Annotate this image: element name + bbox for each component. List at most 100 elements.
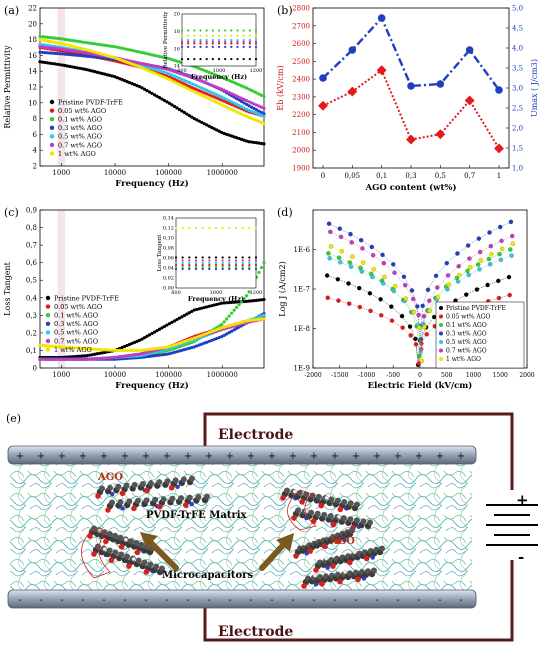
carbon-atom	[295, 507, 301, 514]
inset-data-point	[224, 34, 227, 37]
inset-data-point	[217, 38, 221, 42]
hydrogen-atom	[165, 495, 170, 500]
inset-data-point	[254, 261, 258, 265]
data-point	[40, 35, 45, 39]
data-point	[165, 100, 169, 104]
legend-marker	[45, 304, 51, 309]
ago-molecules	[81, 475, 385, 589]
y-tick-label: 0,7	[26, 242, 37, 250]
data-point	[230, 329, 234, 333]
inset-data-point	[230, 29, 233, 32]
plus-charge-icon: +	[58, 451, 66, 462]
series-pristine-pvdf-trfe	[38, 297, 266, 360]
data-point	[157, 73, 162, 77]
data-point	[197, 343, 201, 347]
data-point	[506, 274, 512, 280]
data-point	[367, 291, 373, 296]
data-point	[202, 122, 206, 126]
data-point	[262, 94, 266, 99]
inset-data-point	[199, 45, 202, 49]
data-point	[254, 298, 259, 302]
data-point	[187, 80, 191, 85]
data-point	[45, 35, 50, 39]
data-point	[407, 324, 413, 329]
legend-marker	[439, 314, 443, 319]
data-point	[38, 357, 42, 361]
data-point	[338, 234, 344, 240]
inset-data-point	[248, 29, 251, 32]
data-point	[259, 113, 264, 117]
data-point	[167, 57, 172, 61]
data-point	[242, 113, 246, 117]
inset-data-point	[248, 40, 251, 43]
data-point	[75, 45, 79, 50]
oxygen-atom	[168, 485, 175, 491]
data-point	[80, 357, 84, 361]
inset-data-point	[254, 263, 258, 267]
inset-data-point	[194, 261, 198, 265]
data-point	[197, 89, 201, 93]
data-point	[235, 82, 239, 86]
data-point	[252, 318, 256, 322]
data-point	[237, 95, 241, 99]
umax-data-point	[319, 74, 327, 82]
data-point	[380, 281, 386, 286]
data-point	[90, 353, 94, 357]
inset-data-point	[174, 259, 178, 262]
y-tick-label: 0,3	[26, 312, 37, 320]
data-point	[100, 52, 104, 56]
inset-x-tick-label: 1000	[213, 68, 226, 74]
data-point	[142, 351, 147, 355]
inset-data-point	[214, 263, 218, 267]
y-tick-label: 22	[28, 5, 37, 13]
data-point	[190, 88, 194, 93]
data-point	[487, 230, 492, 235]
data-point	[207, 82, 211, 86]
inset-data-point	[230, 38, 233, 42]
data-point	[110, 44, 114, 48]
panel-label: (c)	[4, 206, 19, 219]
data-point	[466, 272, 471, 278]
data-point	[145, 350, 149, 354]
data-point	[225, 97, 229, 102]
data-point	[110, 348, 114, 352]
data-point	[232, 308, 236, 312]
inset-data-point	[254, 57, 258, 61]
data-point	[103, 356, 107, 360]
data-point	[150, 64, 154, 68]
data-point	[411, 296, 416, 302]
data-point	[38, 38, 42, 42]
data-point	[93, 55, 97, 59]
inset-data-point	[234, 226, 238, 230]
data-point	[244, 319, 249, 323]
data-point	[152, 354, 157, 358]
data-point	[192, 87, 196, 91]
data-point	[55, 62, 60, 66]
data-point	[259, 110, 264, 115]
data-point	[152, 64, 157, 69]
hydrogen-atom	[111, 483, 116, 488]
oxygen-atom	[143, 569, 150, 575]
data-point	[336, 255, 342, 260]
data-point	[212, 95, 216, 99]
data-point	[445, 273, 451, 278]
data-point	[379, 313, 384, 318]
data-point	[249, 101, 254, 105]
inset-x-axis-label: Frequency (Hz)	[191, 73, 247, 81]
plot-frame	[39, 209, 265, 369]
eb-data-point	[406, 134, 416, 145]
data-point	[225, 105, 229, 109]
legend-entry: 0.1 wt% AGO	[58, 116, 102, 124]
data-point	[496, 278, 501, 284]
data-point	[422, 324, 427, 330]
data-point	[100, 348, 104, 352]
data-point	[455, 251, 460, 256]
data-point	[220, 335, 224, 339]
data-point	[222, 99, 226, 103]
data-point	[155, 54, 159, 58]
data-point	[357, 304, 363, 310]
data-point	[95, 55, 99, 59]
data-point	[50, 357, 55, 361]
data-point	[378, 297, 383, 302]
data-point	[180, 340, 184, 344]
